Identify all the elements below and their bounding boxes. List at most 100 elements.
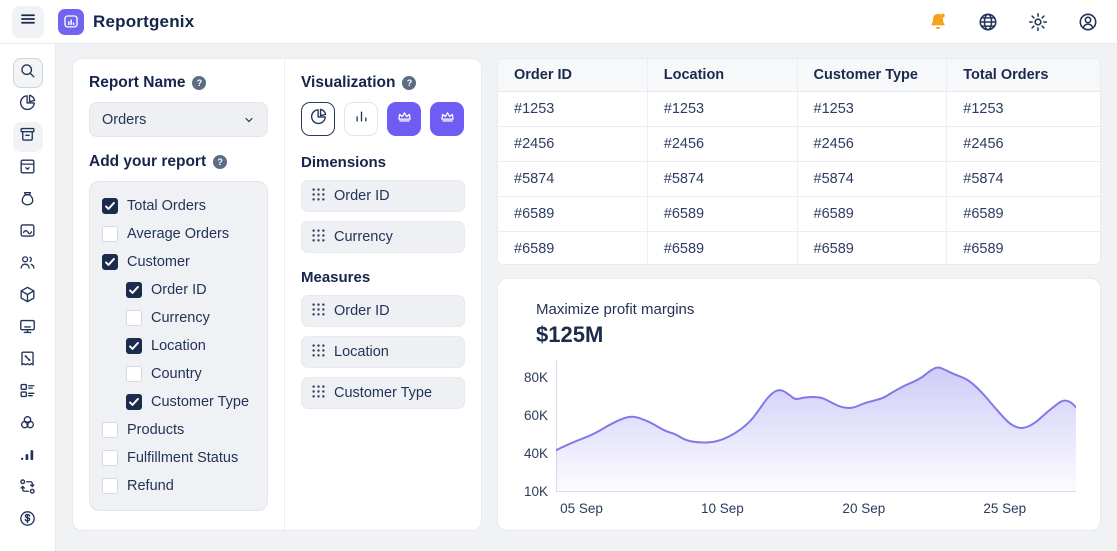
add-report-heading: Add your report ? xyxy=(89,153,268,171)
venn-circles-icon xyxy=(18,413,37,437)
help-icon[interactable]: ? xyxy=(402,76,416,90)
sidebar-item-image[interactable] xyxy=(13,218,43,248)
measure-location[interactable]: Location xyxy=(301,336,465,368)
checkbox-row-order-id[interactable]: Order ID xyxy=(102,276,255,304)
checkbox-label: Average Orders xyxy=(127,226,229,242)
checkbox-row-products[interactable]: Products xyxy=(102,416,255,444)
checkbox-customer-type[interactable] xyxy=(126,394,142,410)
search-icon xyxy=(18,61,37,85)
archive-box-icon xyxy=(18,125,37,149)
profit-chart-card: Maximize profit margins $125M 80K60K40K1… xyxy=(497,278,1101,531)
sidebar-item-search[interactable] xyxy=(13,58,43,88)
bell-icon[interactable] xyxy=(927,11,949,33)
checkbox-customer[interactable] xyxy=(102,254,118,270)
sidebar-item-dollar-coin[interactable] xyxy=(13,506,43,536)
visualization-heading: Visualization ? xyxy=(301,74,465,92)
account-icon[interactable] xyxy=(1077,11,1099,33)
drag-handle-icon xyxy=(312,385,325,402)
x-axis-tick: 20 Sep xyxy=(842,501,885,516)
chevron-down-icon xyxy=(243,114,255,126)
checkbox-row-customer[interactable]: Customer xyxy=(102,248,255,276)
checkbox-refund[interactable] xyxy=(102,478,118,494)
measure-label: Customer Type xyxy=(334,385,432,401)
menu-button[interactable] xyxy=(12,6,44,38)
area-chart-plot: 80K60K40K10K xyxy=(556,360,1076,494)
pie-chart-icon xyxy=(18,93,37,117)
table-cell: #5874 xyxy=(947,162,1100,197)
measure-customer-type[interactable]: Customer Type xyxy=(301,377,465,409)
dimension-label: Currency xyxy=(334,229,393,245)
checkbox-country[interactable] xyxy=(126,366,142,382)
visualization-label: Visualization xyxy=(301,74,395,92)
sidebar-item-users[interactable] xyxy=(13,250,43,280)
results-table-card: Order IDLocationCustomer TypeTotal Order… xyxy=(497,58,1101,265)
y-axis-tick: 80K xyxy=(512,370,548,385)
checkbox-average-orders[interactable] xyxy=(102,226,118,242)
bar-chart-icon xyxy=(352,107,371,131)
column-header-total-orders[interactable]: Total Orders xyxy=(947,59,1100,92)
checkbox-row-refund[interactable]: Refund xyxy=(102,472,255,500)
viz-type-button-pie-chart-0[interactable] xyxy=(301,102,335,136)
dimension-order-id[interactable]: Order ID xyxy=(301,180,465,212)
report-builder-card: Report Name ? Orders Add your report ? T… xyxy=(72,58,482,531)
monitor-icon xyxy=(18,317,37,341)
report-options-panel: Total Orders Average Orders Customer Ord… xyxy=(89,181,268,511)
checkbox-products[interactable] xyxy=(102,422,118,438)
help-icon[interactable]: ? xyxy=(213,155,227,169)
viz-type-button-crown-3[interactable] xyxy=(430,102,464,136)
checkbox-label: Refund xyxy=(127,478,174,494)
table-cell: #5874 xyxy=(648,162,798,197)
sidebar-item-monitor[interactable] xyxy=(13,314,43,344)
app-shell: Report Name ? Orders Add your report ? T… xyxy=(0,44,1117,551)
checkbox-row-average-orders[interactable]: Average Orders xyxy=(102,220,255,248)
checkbox-fulfillment-status[interactable] xyxy=(102,450,118,466)
sidebar-item-card-select[interactable] xyxy=(13,154,43,184)
report-name-select[interactable]: Orders xyxy=(89,102,268,137)
checkbox-row-total-orders[interactable]: Total Orders xyxy=(102,192,255,220)
dimension-currency[interactable]: Currency xyxy=(301,221,465,253)
measures-heading: Measures xyxy=(301,269,465,286)
checkbox-row-location[interactable]: Location xyxy=(102,332,255,360)
drag-handle-icon xyxy=(312,188,325,205)
sidebar-item-chart-bars[interactable] xyxy=(13,442,43,472)
checkbox-total-orders[interactable] xyxy=(102,198,118,214)
sidebar-item-package[interactable] xyxy=(13,282,43,312)
column-header-customer-type[interactable]: Customer Type xyxy=(798,59,948,92)
measures-list: Order ID Location Customer Type xyxy=(301,295,465,409)
sidebar-item-money-bag[interactable] xyxy=(13,186,43,216)
checkbox-currency[interactable] xyxy=(126,310,142,326)
checkbox-location[interactable] xyxy=(126,338,142,354)
sidebar-item-swap-arrows[interactable] xyxy=(13,474,43,504)
column-header-order-id[interactable]: Order ID xyxy=(498,59,648,92)
checkbox-label: Country xyxy=(151,366,202,382)
table-cell: #5874 xyxy=(798,162,948,197)
checkbox-row-country[interactable]: Country xyxy=(102,360,255,388)
sidebar-item-archive-box[interactable] xyxy=(13,122,43,152)
brand: Reportgenix xyxy=(58,9,194,35)
sidebar-item-kanban[interactable] xyxy=(13,378,43,408)
sidebar-item-pie-chart[interactable] xyxy=(13,90,43,120)
help-icon[interactable]: ? xyxy=(192,76,206,90)
hamburger-icon xyxy=(19,10,37,33)
main-content: Report Name ? Orders Add your report ? T… xyxy=(56,44,1117,551)
app-title: Reportgenix xyxy=(93,12,194,32)
viz-type-button-bar-chart-1[interactable] xyxy=(344,102,378,136)
checkbox-order-id[interactable] xyxy=(126,282,142,298)
chart-value: $125M xyxy=(536,322,1082,348)
sidebar-item-venn-circles[interactable] xyxy=(13,410,43,440)
sidebar-item-receipt[interactable] xyxy=(13,346,43,376)
gear-icon[interactable] xyxy=(1027,11,1049,33)
checkbox-row-currency[interactable]: Currency xyxy=(102,304,255,332)
measure-order-id[interactable]: Order ID xyxy=(301,295,465,327)
checkbox-label: Order ID xyxy=(151,282,207,298)
x-axis-tick: 10 Sep xyxy=(701,501,744,516)
globe-icon[interactable] xyxy=(977,11,999,33)
y-axis-tick: 40K xyxy=(512,446,548,461)
checkbox-label: Products xyxy=(127,422,184,438)
viz-type-button-crown-2[interactable] xyxy=(387,102,421,136)
column-header-location[interactable]: Location xyxy=(648,59,798,92)
checkbox-row-customer-type[interactable]: Customer Type xyxy=(102,388,255,416)
checkbox-row-fulfillment-status[interactable]: Fulfillment Status xyxy=(102,444,255,472)
checkbox-label: Customer Type xyxy=(151,394,249,410)
app-logo-icon xyxy=(58,9,84,35)
